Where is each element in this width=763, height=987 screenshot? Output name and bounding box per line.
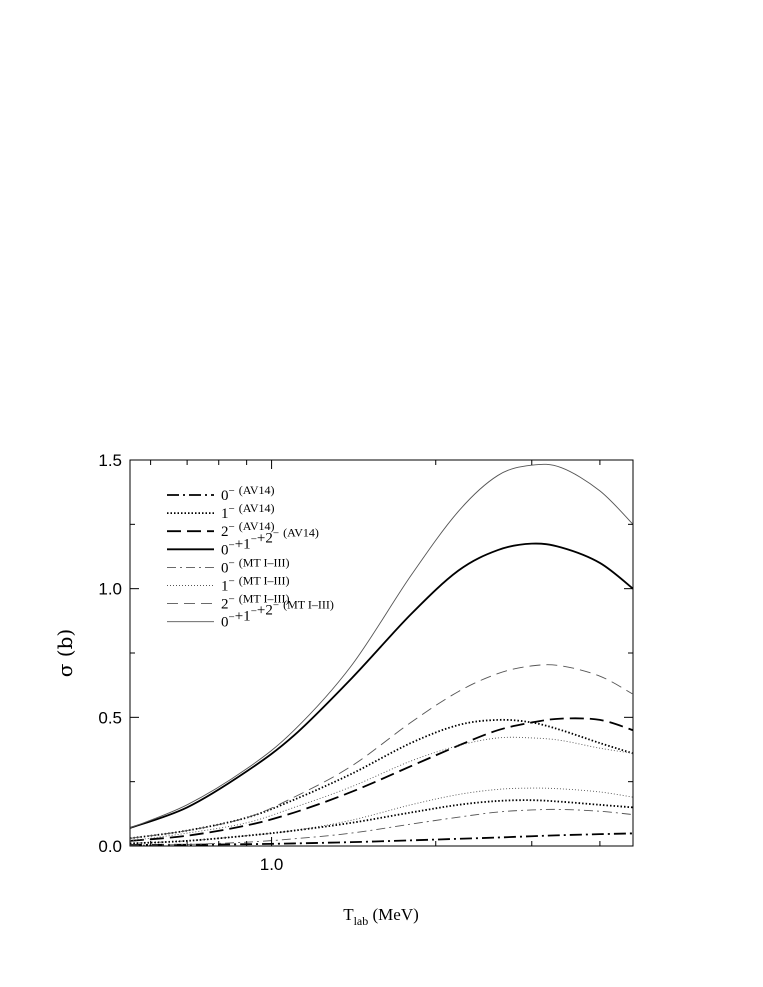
y-tick-label-1: 0.5 xyxy=(98,708,122,727)
series-1-line xyxy=(129,718,634,840)
series-7-line xyxy=(129,463,634,829)
y-tick-label-3: 1.5 xyxy=(98,451,122,470)
legend-label-4: 0− (MT I–III) xyxy=(221,555,289,576)
series-0-line xyxy=(129,832,634,846)
legend-label-1: 1− (AV14) xyxy=(221,501,275,522)
legend-label-6: 2− (MT I–III) xyxy=(221,592,289,613)
y-axis-label: σ (b) xyxy=(53,629,77,677)
series-2-line xyxy=(129,717,634,842)
y-tick-label-0: 0.0 xyxy=(98,837,122,856)
legend-label-7: 0−+1−+2− (MT I–III) xyxy=(221,598,334,631)
curves-layer xyxy=(129,463,634,846)
extra-curve-0-line xyxy=(129,799,634,845)
legend-label-5: 1− (MT I–III) xyxy=(221,574,289,595)
x-axis-label: Tlab (MeV) xyxy=(343,905,419,928)
series-3-line xyxy=(129,542,634,829)
legend: 0− (AV14)1− (AV14)2− (AV14)0−+1−+2− (AV14)0−… xyxy=(167,483,334,631)
series-6-line xyxy=(129,664,634,839)
series-4-line xyxy=(129,808,634,846)
y-tick-label-2: 1.0 xyxy=(98,580,122,599)
ticks-layer: 0.0 0.5 1.0 1.5 1.0 xyxy=(98,451,633,874)
extra-curve-1-line xyxy=(129,736,634,842)
series-5-line xyxy=(129,787,634,844)
plot-frame xyxy=(129,459,634,847)
legend-label-3: 0−+1−+2− (AV14) xyxy=(221,525,319,558)
legend-label-2: 2− (AV14) xyxy=(221,519,275,540)
x-tick-label-0: 1.0 xyxy=(260,855,284,874)
legend-label-0: 0− (AV14) xyxy=(221,483,275,504)
